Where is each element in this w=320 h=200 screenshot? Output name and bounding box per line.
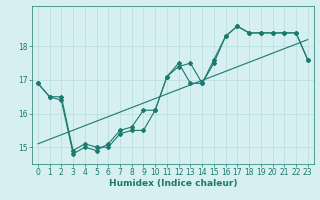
X-axis label: Humidex (Indice chaleur): Humidex (Indice chaleur) (108, 179, 237, 188)
